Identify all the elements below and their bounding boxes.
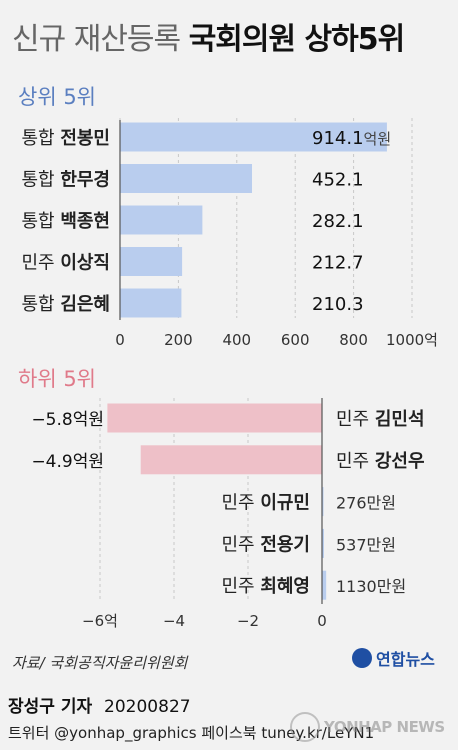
watermark-icon bbox=[290, 712, 320, 742]
page-title: 신규 재산등록 국회의원 상하5위 bbox=[12, 14, 406, 58]
bottom-category-label: 민주 최혜영 bbox=[221, 576, 310, 597]
top-bar bbox=[120, 205, 203, 235]
party-label: 민주 bbox=[221, 576, 260, 597]
top-value-label: 212.7 bbox=[312, 253, 364, 274]
member-name: 전용기 bbox=[260, 534, 310, 555]
top-tick-label: 800 bbox=[339, 331, 368, 349]
party-label: 민주 bbox=[21, 253, 60, 274]
top-value-label: 452.1 bbox=[312, 170, 364, 191]
bottom-tick-label: −6억 bbox=[82, 612, 118, 630]
party-label: 민주 bbox=[221, 534, 260, 555]
value-number: 914.1 bbox=[312, 128, 364, 149]
title-light: 신규 재산등록 bbox=[12, 22, 181, 57]
party-label: 민주 bbox=[221, 493, 260, 514]
top-category-label: 통합 한무경 bbox=[21, 170, 110, 191]
value-number: 212.7 bbox=[312, 253, 364, 274]
reporter-name: 장성구 기자 bbox=[8, 697, 93, 717]
bottom-value-label: −5.8억원 bbox=[31, 410, 104, 430]
bottom-category-label: 민주 강선우 bbox=[336, 451, 425, 472]
bottom-category-label: 민주 이규민 bbox=[221, 493, 310, 514]
yonhap-logo-icon bbox=[352, 648, 372, 668]
bottom-tick-label: 0 bbox=[317, 612, 327, 630]
top-tick-label: 600 bbox=[281, 331, 310, 349]
value-number: 452.1 bbox=[312, 170, 364, 191]
member-name: 최혜영 bbox=[260, 576, 310, 597]
top-bar bbox=[120, 288, 182, 318]
footer-date: 20200827 bbox=[104, 697, 191, 717]
bottom-tick-label: −4 bbox=[163, 612, 185, 630]
top-tick-label: 1000억 bbox=[386, 331, 438, 349]
top-category-label: 통합 김은혜 bbox=[21, 294, 110, 315]
bottom-bar bbox=[322, 487, 324, 517]
bottom-bar bbox=[140, 445, 322, 475]
member-name: 백종현 bbox=[60, 211, 110, 232]
member-name: 김은혜 bbox=[60, 294, 110, 315]
bottom-category-label: 민주 김민석 bbox=[336, 409, 425, 430]
top-value-label: 914.1억원 bbox=[312, 128, 391, 149]
bottom-value-label: 276만원 bbox=[336, 494, 396, 513]
top-bar bbox=[120, 122, 387, 152]
bottom-bar bbox=[322, 570, 327, 600]
member-name: 한무경 bbox=[60, 170, 110, 191]
top-bar bbox=[120, 247, 183, 276]
party-label: 통합 bbox=[21, 170, 60, 191]
top-category-label: 통합 백종현 bbox=[21, 211, 110, 232]
bottom-section-label: 하위 5위 bbox=[18, 367, 96, 391]
member-name: 강선우 bbox=[375, 451, 425, 472]
party-label: 민주 bbox=[336, 451, 375, 472]
bottom-bar bbox=[107, 403, 323, 433]
title-bold: 국회의원 상하5위 bbox=[188, 22, 406, 57]
top-category-label: 통합 전봉민 bbox=[21, 128, 110, 149]
top-section-label: 상위 5위 bbox=[18, 85, 96, 109]
member-name: 이상직 bbox=[60, 253, 110, 274]
yonhap-logo-text: 연합뉴스 bbox=[376, 650, 435, 669]
bottom-value-label: 1130만원 bbox=[336, 577, 406, 596]
bottom-category-label: 민주 전용기 bbox=[221, 534, 310, 555]
party-label: 통합 bbox=[21, 128, 60, 149]
value-number: 282.1 bbox=[312, 211, 364, 232]
top-category-label: 민주 이상직 bbox=[21, 253, 110, 274]
watermark-text: YONHAP NEWS bbox=[324, 718, 445, 736]
bottom-value-label: 537만원 bbox=[336, 535, 396, 554]
footer-credit: 장성구 기자 20200827 bbox=[8, 692, 191, 717]
member-name: 이규민 bbox=[260, 493, 310, 514]
member-name: 김민석 bbox=[375, 409, 425, 430]
footer-sns: 트위터 @yonhap_graphics 페이스북 tuney.kr/LeYN1 bbox=[8, 724, 375, 742]
bottom-tick-label: −2 bbox=[237, 612, 259, 630]
bottom-bar bbox=[322, 528, 324, 558]
party-label: 통합 bbox=[21, 294, 60, 315]
source-note: 자료/ 국회공직자윤리위원회 bbox=[12, 654, 188, 672]
watermark: YONHAP NEWS bbox=[290, 712, 445, 742]
top-value-label: 282.1 bbox=[312, 211, 364, 232]
value-unit: 억원 bbox=[364, 130, 392, 148]
top-value-label: 210.3 bbox=[312, 294, 364, 315]
yonhap-logo: 연합뉴스 bbox=[352, 646, 435, 670]
top-tick-label: 0 bbox=[115, 331, 125, 349]
party-label: 통합 bbox=[21, 211, 60, 232]
party-label: 민주 bbox=[336, 409, 375, 430]
top-tick-label: 200 bbox=[164, 331, 193, 349]
member-name: 전봉민 bbox=[60, 128, 110, 149]
bottom-value-label: −4.9억원 bbox=[31, 452, 104, 472]
top-tick-label: 400 bbox=[222, 331, 251, 349]
top-bar bbox=[120, 164, 253, 193]
value-number: 210.3 bbox=[312, 294, 364, 315]
